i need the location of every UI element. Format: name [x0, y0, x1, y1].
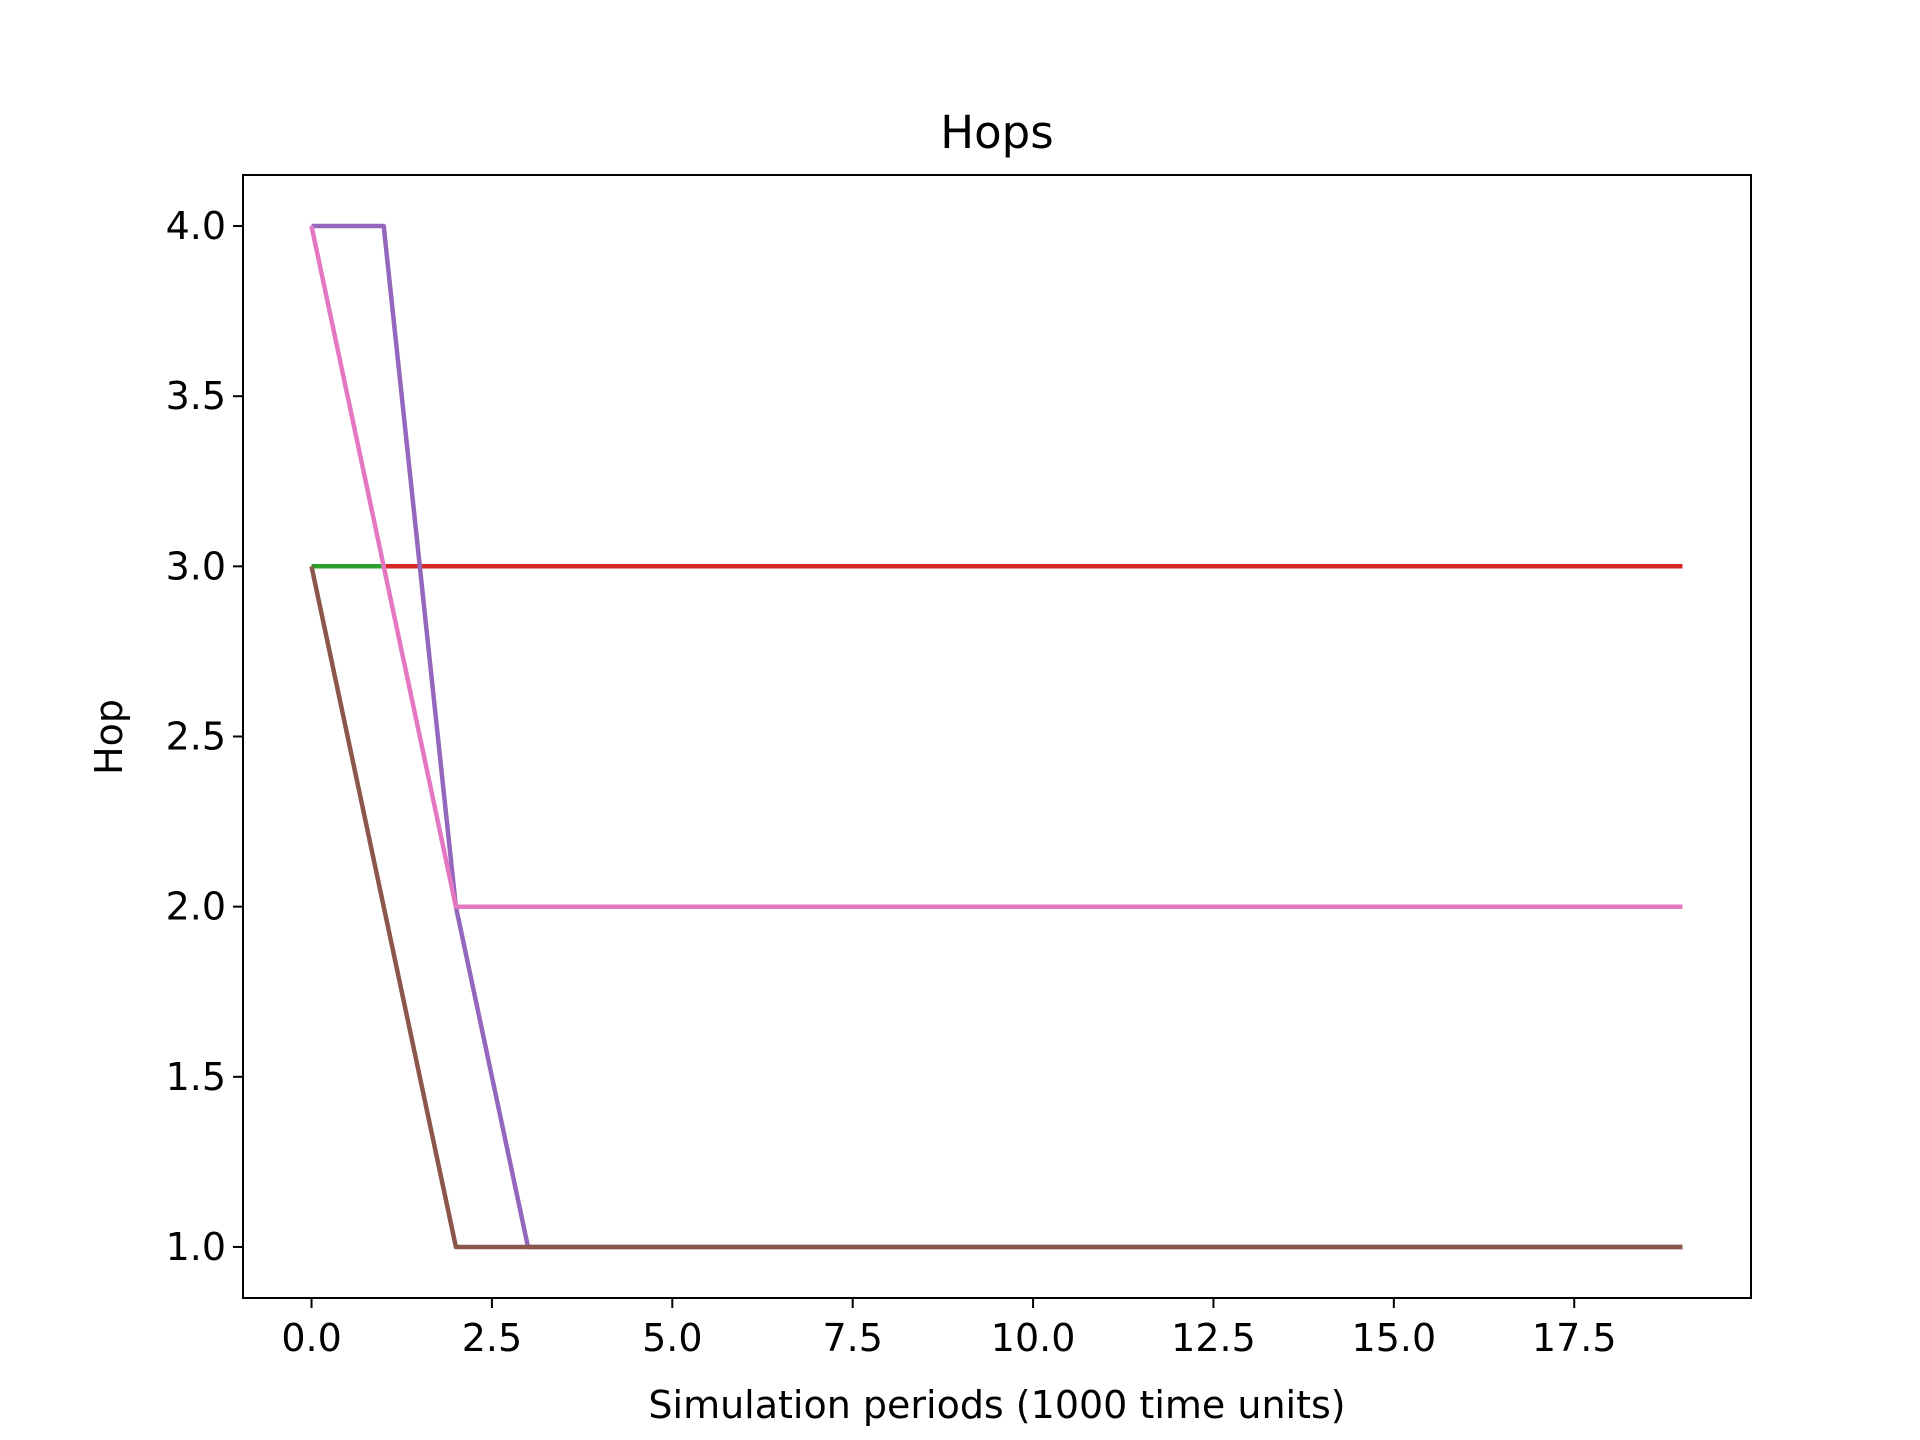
x-tick-label: 5.0	[642, 1316, 702, 1360]
chart-title: Hops	[940, 106, 1053, 159]
y-tick-label: 1.5	[166, 1055, 226, 1099]
y-tick-label: 4.0	[166, 204, 226, 248]
y-axis-label: Hop	[87, 699, 131, 775]
x-tick-label: 15.0	[1352, 1316, 1437, 1360]
y-tick-label: 1.0	[166, 1225, 226, 1269]
x-axis-label: Simulation periods (1000 time units)	[648, 1383, 1345, 1427]
x-axis-ticks: 0.0 2.5 5.0 7.5 10.0 12.5 15.0 17.5	[281, 1298, 1617, 1360]
series-line-6	[309, 565, 1683, 1250]
x-tick-label: 2.5	[462, 1316, 522, 1360]
y-tick-label: 3.5	[166, 374, 226, 418]
y-axis-ticks: 1.0 1.5 2.0 2.5 3.0 3.5 4.0	[166, 204, 243, 1269]
x-tick-label: 7.5	[822, 1316, 882, 1360]
y-tick-label: 3.0	[166, 544, 226, 588]
y-tick-label: 2.0	[166, 885, 226, 929]
plot-lines	[309, 223, 1683, 1250]
x-tick-label: 17.5	[1532, 1316, 1617, 1360]
series-line-7	[309, 225, 1683, 909]
x-tick-label: 12.5	[1171, 1316, 1256, 1360]
x-tick-label: 0.0	[281, 1316, 341, 1360]
x-tick-label: 10.0	[991, 1316, 1076, 1360]
y-tick-label: 2.5	[166, 715, 226, 759]
